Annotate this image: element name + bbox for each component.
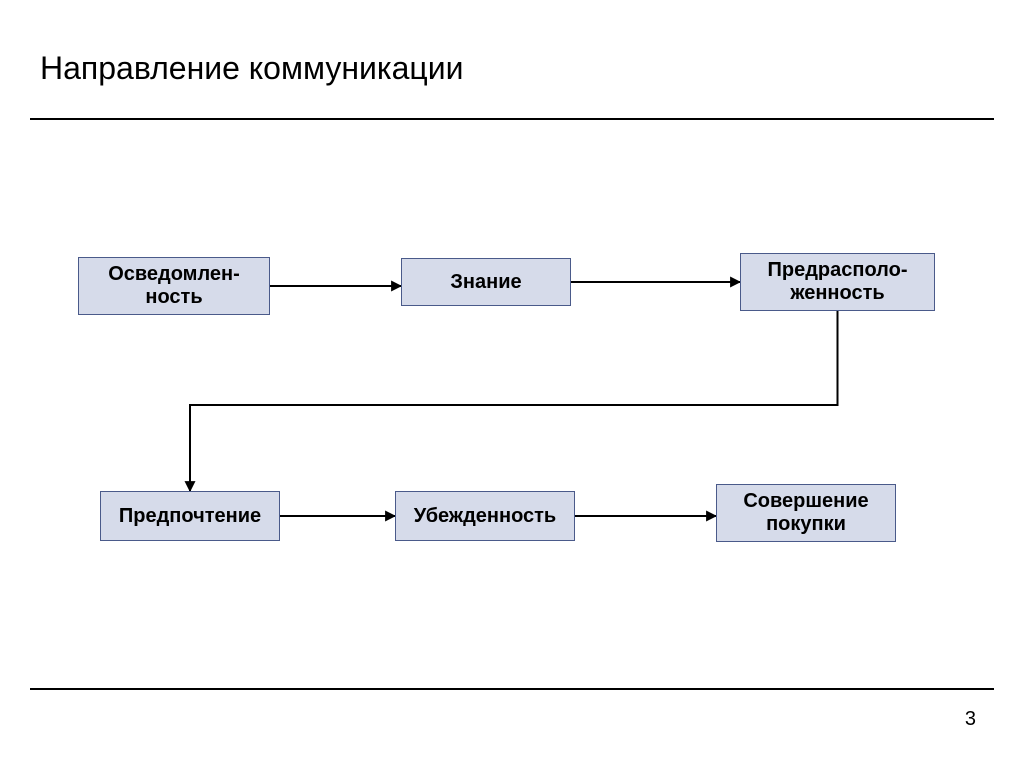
divider-bottom xyxy=(30,688,994,690)
page-number: 3 xyxy=(965,708,976,731)
flowchart-node: Знание xyxy=(401,258,571,306)
slide: Направление коммуникации 3 Осведомлен-но… xyxy=(0,0,1024,767)
page-title: Направление коммуникации xyxy=(40,50,463,87)
flowchart-node: Предпочтение xyxy=(100,491,280,541)
flowchart-edges xyxy=(0,0,1024,767)
divider-top xyxy=(30,118,994,120)
flowchart-node: Осведомлен-ность xyxy=(78,257,270,315)
flowchart-node: Убежденность xyxy=(395,491,575,541)
flowchart-node: Совершениепокупки xyxy=(716,484,896,542)
flowchart-node: Предрасполо-женность xyxy=(740,253,935,311)
